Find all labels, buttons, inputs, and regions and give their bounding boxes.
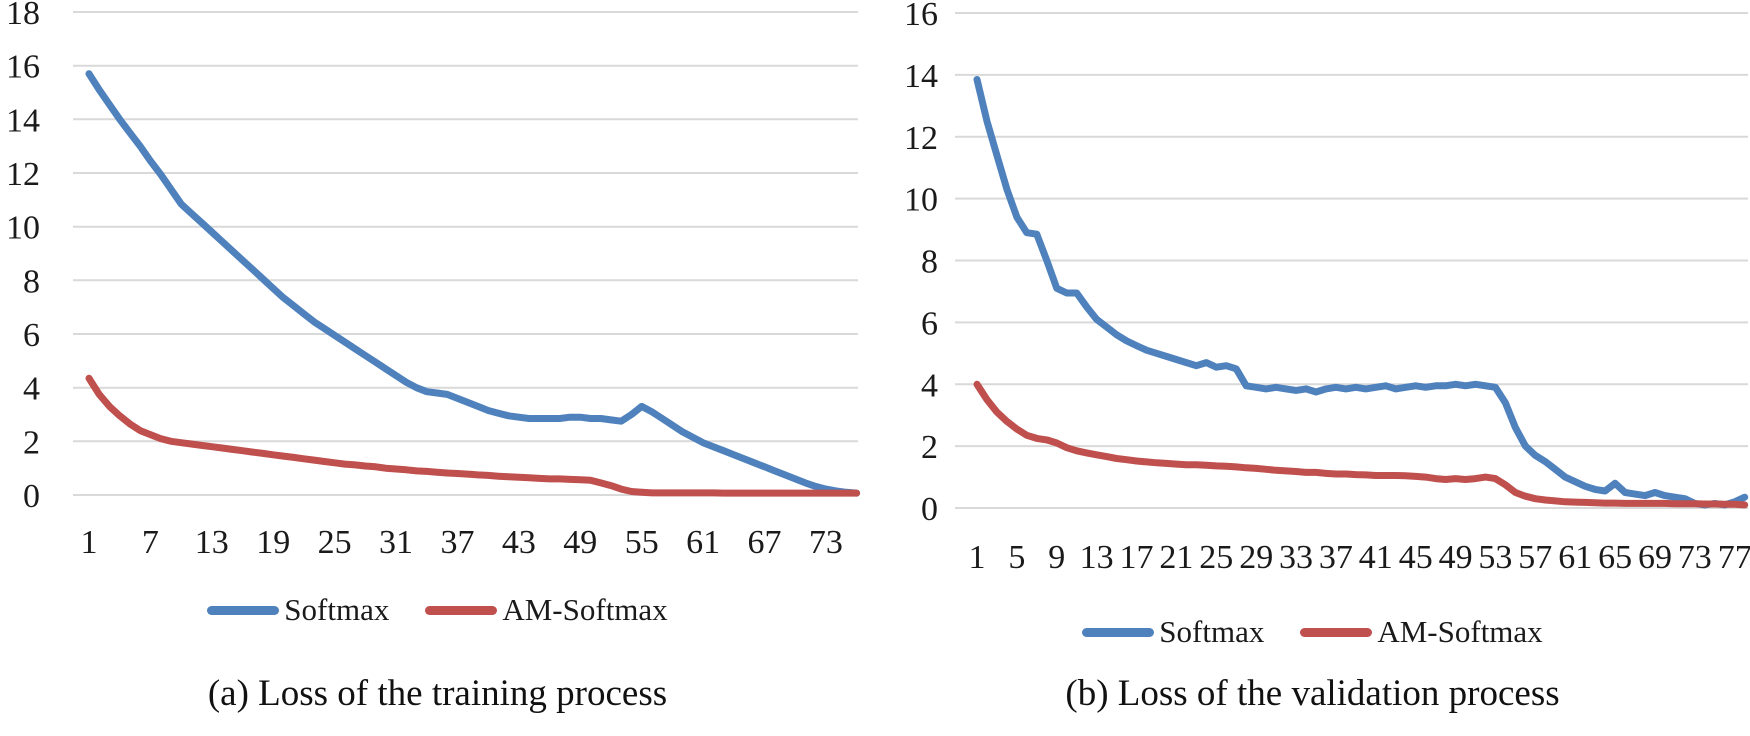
y-tick-label: 0: [23, 478, 40, 515]
legend-item-softmax: Softmax: [1082, 614, 1264, 650]
y-tick-label: 12: [6, 156, 40, 193]
x-tick-label: 13: [1080, 539, 1114, 576]
x-tick-label: 19: [256, 524, 290, 561]
x-tick-label: 53: [1478, 539, 1512, 576]
x-tick-label: 73: [809, 524, 843, 561]
x-tick-label: 33: [1279, 539, 1313, 576]
y-tick-label: 6: [921, 305, 938, 342]
caption-training: (a) Loss of the training process: [207, 673, 668, 714]
x-tick-label: 45: [1399, 539, 1433, 576]
training-loss-chart: 0 2 4 6 8 10 12 14 16 18 1 7 13 19 25 31 37 43 49 55 61 67 73: [6, 0, 861, 561]
y-tick-label: 14: [6, 102, 40, 139]
legend-item-am-softmax: AM-Softmax: [1300, 614, 1543, 650]
x-tick-label: 25: [318, 524, 352, 561]
y-tick-label: 4: [23, 371, 40, 408]
x-tick-label: 37: [441, 524, 475, 561]
y-tick-label: 10: [6, 210, 40, 247]
y-tick-label: 8: [23, 263, 40, 300]
y-tick-label: 12: [904, 120, 938, 157]
y-tick-label: 2: [23, 424, 40, 461]
legend-label-am-softmax: AM-Softmax: [502, 592, 668, 627]
y-tick-label: 18: [6, 0, 40, 32]
softmax-line: [973, 76, 1749, 509]
legend-training: Softmax AM-Softmax: [0, 590, 875, 630]
x-tick-label: 41: [1359, 539, 1393, 576]
x-tick-label: 25: [1199, 539, 1233, 576]
x-tick-label: 57: [1518, 539, 1552, 576]
x-tick-label: 13: [195, 524, 229, 561]
am-softmax-line-swatch: [425, 605, 498, 615]
am-softmax-line-swatch: [1300, 627, 1373, 637]
am-softmax-line: [973, 380, 1749, 509]
caption-validation: (b) Loss of the validation process: [1065, 673, 1560, 714]
x-tick-label: 9: [1048, 539, 1065, 576]
softmax-line: [85, 70, 861, 497]
x-tick-label: 1: [81, 524, 98, 561]
x-tick-label: 29: [1239, 539, 1273, 576]
x-tick-label: 5: [1008, 539, 1025, 576]
y-tick-label: 10: [904, 182, 938, 219]
legend-item-am-softmax: AM-Softmax: [425, 592, 668, 628]
x-tick-label: 77: [1718, 539, 1750, 576]
x-tick-label: 1: [969, 539, 986, 576]
x-tick-label: 61: [1558, 539, 1592, 576]
x-tick-label: 67: [748, 524, 782, 561]
y-tick-label: 14: [904, 58, 938, 95]
am-softmax-line: [85, 374, 861, 497]
y-tick-label: 4: [921, 367, 938, 404]
x-tick-label: 49: [563, 524, 597, 561]
x-tick-label: 7: [142, 524, 159, 561]
softmax-line-swatch: [1082, 627, 1155, 637]
x-tick-label: 17: [1120, 539, 1154, 576]
y-tick-label: 6: [23, 317, 40, 354]
x-tick-label: 31: [379, 524, 413, 561]
x-tick-label: 65: [1598, 539, 1632, 576]
y-tick-label: 16: [6, 49, 40, 86]
softmax-line-swatch: [207, 605, 280, 615]
y-tick-label: 16: [904, 0, 938, 33]
x-tick-label: 21: [1159, 539, 1193, 576]
y-tick-label: 8: [921, 244, 938, 281]
legend-validation: Softmax AM-Softmax: [875, 612, 1750, 652]
x-tick-label: 61: [686, 524, 720, 561]
x-tick-label: 55: [625, 524, 659, 561]
legend-label-am-softmax: AM-Softmax: [1377, 614, 1543, 649]
x-tick-label: 37: [1319, 539, 1353, 576]
x-tick-label: 69: [1638, 539, 1672, 576]
legend-label-softmax: Softmax: [284, 592, 390, 627]
y-tick-label: 2: [921, 429, 938, 466]
x-tick-label: 49: [1439, 539, 1473, 576]
y-tick-label: 0: [921, 491, 938, 528]
x-tick-label: 73: [1678, 539, 1712, 576]
x-tick-label: 43: [502, 524, 536, 561]
legend-item-softmax: Softmax: [207, 592, 389, 628]
legend-label-softmax: Softmax: [1159, 614, 1265, 649]
